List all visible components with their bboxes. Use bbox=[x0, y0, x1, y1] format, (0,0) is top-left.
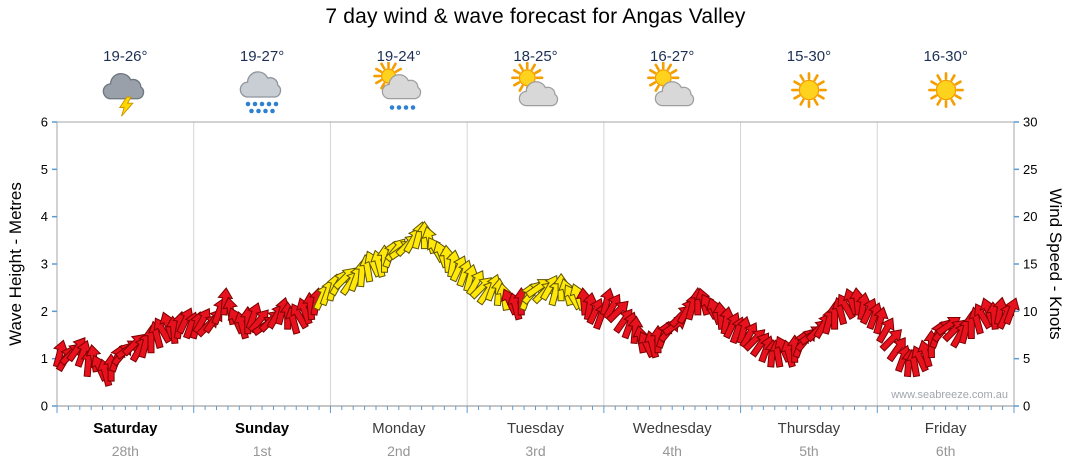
left-axis-tick-label: 6 bbox=[41, 115, 48, 130]
day-name: Monday bbox=[372, 420, 426, 437]
day-date: 5th bbox=[799, 443, 819, 459]
day-name: Sunday bbox=[234, 420, 290, 437]
right-axis-tick-label: 15 bbox=[1023, 257, 1037, 272]
left-axis-tick-label: 2 bbox=[41, 304, 48, 319]
sun-rain-icon bbox=[371, 60, 427, 118]
wind-arrow bbox=[217, 287, 234, 316]
day-date: 4th bbox=[662, 443, 682, 459]
wind-arrow bbox=[627, 315, 644, 345]
left-axis-tick-label: 1 bbox=[41, 351, 48, 366]
left-axis-tick-label: 3 bbox=[41, 257, 48, 272]
day-temp-range: 15-30° bbox=[786, 48, 832, 65]
day-date: 2nd bbox=[387, 443, 411, 459]
day-temp-range: 19-27° bbox=[239, 48, 285, 65]
right-axis-tick-label: 20 bbox=[1023, 209, 1037, 224]
right-axis-tick-label: 0 bbox=[1023, 399, 1030, 414]
day-temp-range: 16-30° bbox=[923, 48, 968, 65]
day-date: 6th bbox=[935, 443, 956, 459]
day-temp-range: 18-25° bbox=[513, 48, 558, 65]
day-name: Thursday bbox=[777, 420, 841, 437]
wind-arrow bbox=[876, 317, 895, 344]
wind-arrow bbox=[1003, 297, 1020, 326]
left-axis-tick-label: 0 bbox=[41, 399, 48, 414]
right-axis-tick-label: 25 bbox=[1023, 162, 1037, 177]
day-date: 1st bbox=[252, 443, 272, 459]
plot-frame bbox=[56, 121, 1015, 407]
sun-cloud-icon bbox=[644, 61, 700, 118]
storm-icon bbox=[97, 62, 153, 118]
sunny-icon bbox=[918, 62, 974, 118]
right-axis-tick-label: 5 bbox=[1023, 351, 1030, 366]
right-axis-tick-label: 30 bbox=[1023, 115, 1037, 130]
page-title: 7 day wind & wave forecast for Angas Val… bbox=[325, 5, 746, 28]
day-temp-range: 19-24° bbox=[376, 48, 421, 65]
sun-cloud-icon bbox=[508, 61, 564, 118]
day-temp-range: 19-26° bbox=[103, 48, 148, 65]
day-date: 3rd bbox=[525, 443, 546, 459]
left-axis-tick-label: 4 bbox=[41, 209, 48, 224]
watermark: www.seabreeze.com.au bbox=[891, 389, 1008, 401]
day-date: 28th bbox=[111, 443, 139, 459]
left-axis-tick-label: 5 bbox=[41, 162, 48, 177]
sunny-icon bbox=[781, 62, 837, 118]
day-name: Tuesday bbox=[507, 420, 564, 437]
wind-arrow bbox=[873, 306, 889, 335]
day-temp-range: 16-27° bbox=[650, 48, 695, 65]
day-name: Wednesday bbox=[632, 420, 712, 437]
right-axis-tick-label: 10 bbox=[1023, 304, 1037, 319]
rain-icon bbox=[234, 62, 290, 118]
day-name: Saturday bbox=[93, 420, 158, 437]
day-name: Friday bbox=[924, 420, 967, 437]
